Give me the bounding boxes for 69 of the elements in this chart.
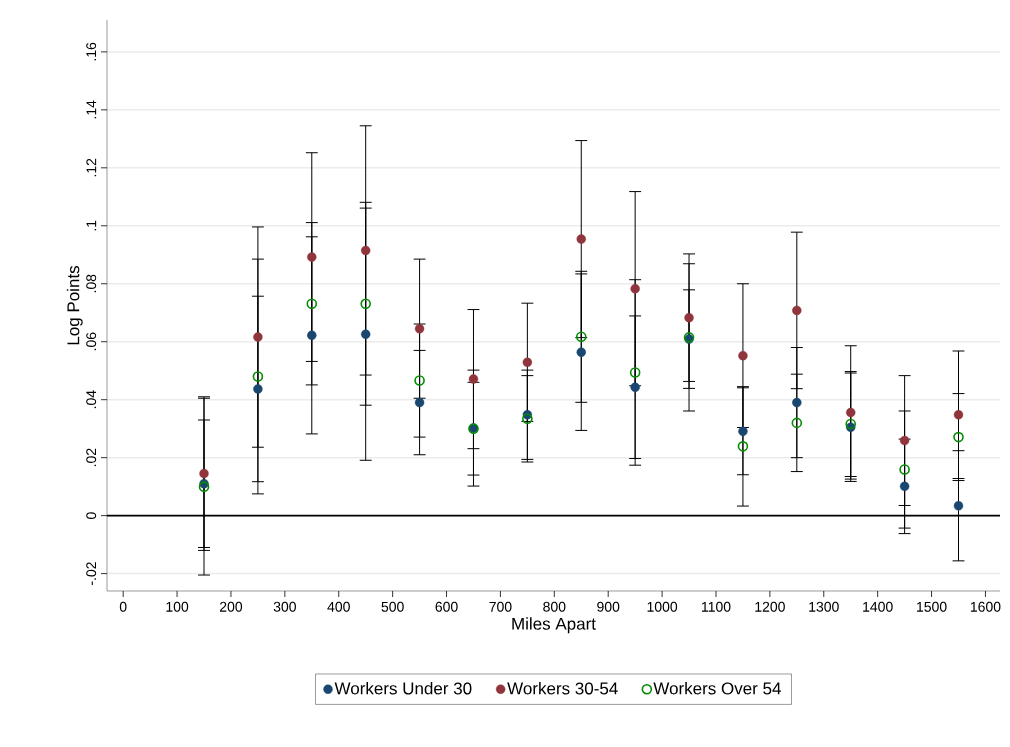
point	[630, 283, 640, 294]
x-tick-label: 1600	[970, 601, 1001, 612]
point	[306, 298, 318, 310]
legend-label: Workers Over 54	[653, 681, 781, 695]
point	[414, 323, 425, 334]
point	[630, 382, 640, 392]
x-tick-label: 900	[597, 601, 620, 612]
y-tick-label: .02	[86, 448, 97, 467]
x-tick-label: 200	[219, 601, 243, 612]
x-tick-label: 1400	[863, 601, 893, 612]
y-tick-label: -.02	[86, 562, 97, 586]
x-tick-label: 400	[327, 601, 350, 612]
x-tick-label: 1100	[702, 601, 731, 612]
point	[576, 347, 586, 357]
x-tick-label: 300	[273, 601, 296, 612]
y-tick-label: .06	[86, 332, 97, 351]
point	[899, 435, 910, 446]
x-tick-label: 600	[435, 601, 458, 612]
point	[522, 357, 533, 367]
point	[953, 501, 964, 511]
x-tick-label: 1000	[647, 601, 678, 612]
y-tick-label: 0	[86, 512, 97, 519]
point	[684, 312, 694, 323]
point	[522, 413, 533, 425]
x-tick-label: 100	[166, 601, 189, 612]
point	[791, 417, 803, 429]
x-tick-label: 500	[381, 601, 404, 612]
point	[953, 431, 964, 443]
point	[253, 384, 263, 394]
point	[899, 464, 910, 475]
point	[253, 332, 263, 342]
legend-label: Workers Under 30	[334, 681, 472, 695]
point	[845, 418, 857, 430]
x-tick-label: 1300	[809, 601, 839, 612]
point	[953, 410, 964, 420]
point	[360, 245, 371, 256]
y-tick-label: .16	[86, 42, 97, 61]
y-axis-title: Log Points	[66, 265, 83, 345]
point	[414, 397, 425, 408]
point	[576, 234, 586, 244]
point	[737, 441, 749, 452]
point	[414, 375, 425, 386]
point	[899, 481, 910, 492]
x-axis-title: Miles Apart	[512, 617, 596, 634]
x-tick-label: 700	[489, 601, 512, 612]
point	[846, 407, 856, 418]
y-tick-label: .1	[86, 220, 97, 231]
point	[307, 330, 317, 341]
point	[792, 305, 802, 316]
point	[792, 397, 802, 408]
x-tick-label: 1200	[755, 601, 785, 612]
point	[252, 371, 264, 382]
legend-label: Workers 30-54	[507, 681, 618, 695]
point	[629, 367, 641, 378]
point	[307, 252, 317, 262]
point	[575, 331, 587, 343]
x-tick-label: 1500	[917, 601, 947, 612]
point	[199, 468, 209, 479]
point	[468, 374, 479, 384]
y-tick-label: .14	[86, 100, 97, 119]
x-tick-label: 800	[543, 601, 566, 612]
y-tick-label: .08	[86, 274, 97, 293]
y-tick-label: .04	[86, 390, 97, 409]
point	[738, 426, 748, 436]
point	[360, 329, 371, 339]
point	[738, 350, 748, 361]
y-tick-label: .12	[86, 158, 97, 177]
x-tick-label: 0	[119, 601, 127, 612]
point	[360, 298, 371, 310]
